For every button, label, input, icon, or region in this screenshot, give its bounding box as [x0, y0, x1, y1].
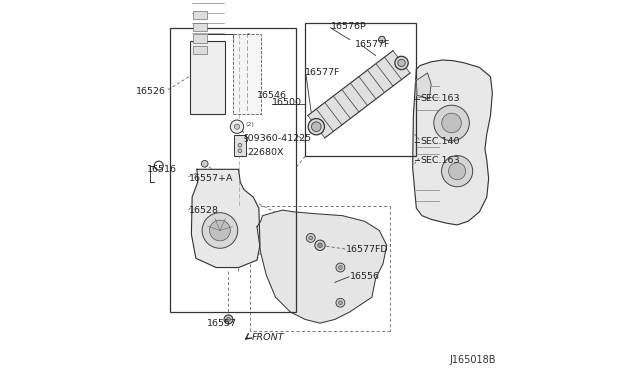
Circle shape	[434, 105, 469, 141]
Circle shape	[227, 318, 230, 321]
Text: 22680X: 22680X	[248, 148, 284, 157]
Circle shape	[336, 298, 345, 307]
Bar	[193, 35, 207, 42]
Text: 16577F: 16577F	[305, 68, 340, 77]
Circle shape	[309, 236, 312, 240]
Text: 16556: 16556	[349, 272, 380, 281]
Polygon shape	[417, 73, 431, 99]
Text: 16546: 16546	[257, 91, 287, 100]
Circle shape	[234, 124, 239, 129]
Circle shape	[308, 119, 324, 135]
Circle shape	[395, 56, 408, 70]
Circle shape	[318, 243, 322, 247]
Circle shape	[339, 266, 342, 269]
Text: (2): (2)	[245, 122, 254, 127]
Bar	[305, 23, 417, 156]
Bar	[234, 135, 246, 156]
Circle shape	[442, 113, 461, 133]
Circle shape	[238, 149, 242, 153]
Text: 16516: 16516	[147, 165, 177, 174]
Circle shape	[238, 143, 242, 147]
Polygon shape	[257, 210, 387, 323]
Polygon shape	[308, 51, 410, 138]
Bar	[193, 23, 207, 31]
Circle shape	[449, 163, 466, 180]
Text: 16526: 16526	[136, 87, 166, 96]
Bar	[190, 41, 225, 114]
Circle shape	[378, 36, 385, 43]
Circle shape	[339, 301, 342, 305]
Circle shape	[224, 315, 233, 324]
Text: SEC.163: SEC.163	[420, 94, 460, 103]
Circle shape	[336, 263, 345, 272]
Bar	[233, 34, 260, 114]
Text: §09360-41225: §09360-41225	[244, 133, 312, 142]
Text: 16500: 16500	[272, 98, 302, 107]
Circle shape	[442, 155, 473, 187]
Circle shape	[307, 234, 315, 242]
Bar	[170, 29, 296, 312]
Circle shape	[312, 122, 321, 132]
Polygon shape	[413, 60, 492, 225]
Text: 16528: 16528	[188, 206, 218, 215]
Bar	[193, 11, 207, 19]
Circle shape	[202, 213, 237, 248]
Text: 16576P: 16576P	[331, 22, 367, 31]
Text: 16577FD: 16577FD	[346, 244, 388, 253]
Text: 16557: 16557	[207, 319, 237, 328]
Text: SEC.163: SEC.163	[420, 155, 460, 164]
Circle shape	[315, 240, 325, 250]
Polygon shape	[191, 169, 260, 267]
Circle shape	[398, 59, 405, 67]
Text: J165018B: J165018B	[449, 355, 496, 365]
Text: 16557+A: 16557+A	[188, 174, 233, 183]
Circle shape	[202, 160, 208, 167]
Text: FRONT: FRONT	[252, 333, 284, 342]
Text: 16577F: 16577F	[355, 40, 390, 49]
Circle shape	[209, 220, 230, 241]
Text: SEC.140: SEC.140	[420, 137, 460, 146]
Circle shape	[230, 120, 244, 134]
Bar	[193, 46, 207, 54]
